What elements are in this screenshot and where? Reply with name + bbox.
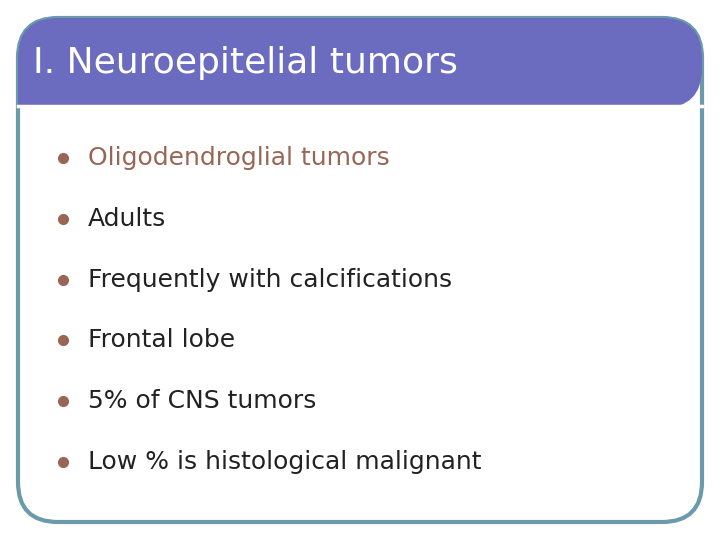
Text: Low % is histological malignant: Low % is histological malignant: [88, 450, 482, 474]
Bar: [18, 63, 63, 108]
Text: 5% of CNS tumors: 5% of CNS tumors: [88, 389, 316, 413]
Bar: [18, 68, 662, 108]
Text: I. Neuroepitelial tumors: I. Neuroepitelial tumors: [33, 46, 458, 80]
FancyBboxPatch shape: [18, 18, 702, 522]
Text: Adults: Adults: [88, 207, 166, 231]
Text: Frequently with calcifications: Frequently with calcifications: [88, 268, 452, 292]
FancyBboxPatch shape: [18, 18, 702, 108]
Text: Frontal lobe: Frontal lobe: [88, 328, 235, 352]
Text: Oligodendroglial tumors: Oligodendroglial tumors: [88, 146, 390, 170]
